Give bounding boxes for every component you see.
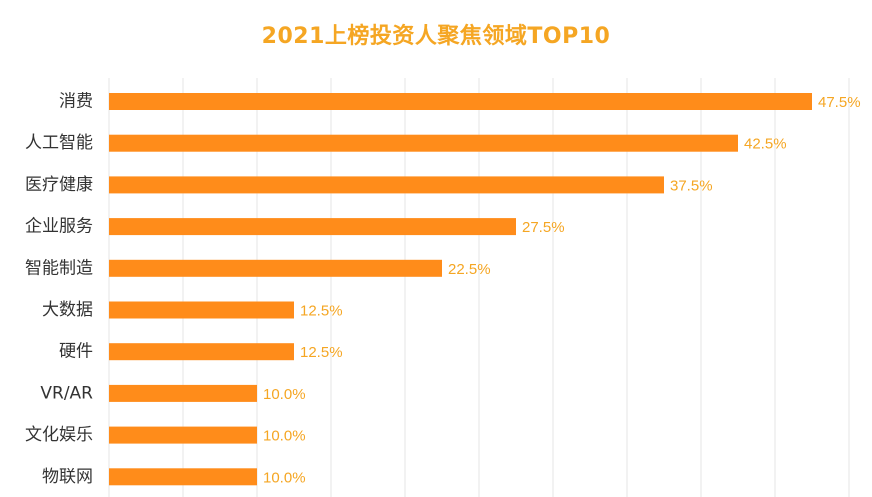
bar bbox=[109, 343, 294, 361]
bar bbox=[109, 468, 257, 486]
value-label: 10.0% bbox=[263, 428, 306, 445]
category-label: 硬件 bbox=[59, 342, 93, 362]
value-label: 47.5% bbox=[818, 94, 861, 111]
category-label: 大数据 bbox=[42, 300, 93, 320]
bar bbox=[109, 134, 738, 152]
value-label: 37.5% bbox=[670, 177, 713, 194]
category-label: 文化娱乐 bbox=[25, 425, 93, 445]
chart-title: 2021上榜投资人聚焦领域TOP10 bbox=[261, 24, 611, 49]
category-label: 人工智能 bbox=[25, 133, 93, 153]
value-label: 10.0% bbox=[263, 386, 306, 403]
bar bbox=[109, 301, 294, 319]
category-label: 物联网 bbox=[42, 467, 93, 487]
category-label: 消费 bbox=[59, 92, 93, 112]
value-label: 42.5% bbox=[744, 136, 787, 153]
value-label: 12.5% bbox=[300, 344, 343, 361]
category-label: 智能制造 bbox=[25, 258, 93, 278]
value-labels: 47.5% 42.5% 37.5% 27.5% 22.5% 12.5% 12.5% 10.0%… bbox=[263, 94, 861, 486]
value-label: 10.0% bbox=[263, 469, 306, 486]
value-label: 22.5% bbox=[448, 261, 491, 278]
bar bbox=[109, 259, 442, 277]
value-label: 12.5% bbox=[300, 303, 343, 320]
bars bbox=[109, 93, 812, 486]
bar bbox=[109, 218, 516, 236]
bar bbox=[109, 93, 812, 110]
category-label: 企业服务 bbox=[25, 217, 93, 237]
bar bbox=[109, 426, 257, 444]
category-label: 医疗健康 bbox=[25, 175, 93, 195]
bar bbox=[109, 384, 257, 402]
value-label: 27.5% bbox=[522, 219, 565, 236]
category-label: VR/AR bbox=[40, 383, 93, 403]
bar bbox=[109, 176, 664, 194]
